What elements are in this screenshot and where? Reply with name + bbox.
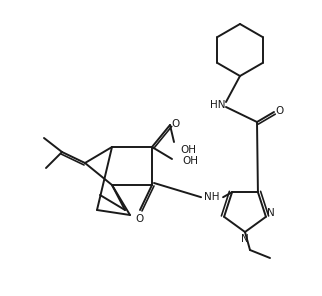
Text: O: O (172, 119, 180, 129)
Text: O: O (135, 214, 143, 224)
Text: HN: HN (210, 100, 226, 110)
Text: O: O (276, 106, 284, 116)
Text: N: N (241, 234, 249, 244)
Text: NH: NH (204, 192, 220, 202)
Text: N: N (267, 208, 275, 218)
Text: OH: OH (180, 145, 196, 155)
Text: OH: OH (182, 156, 198, 166)
